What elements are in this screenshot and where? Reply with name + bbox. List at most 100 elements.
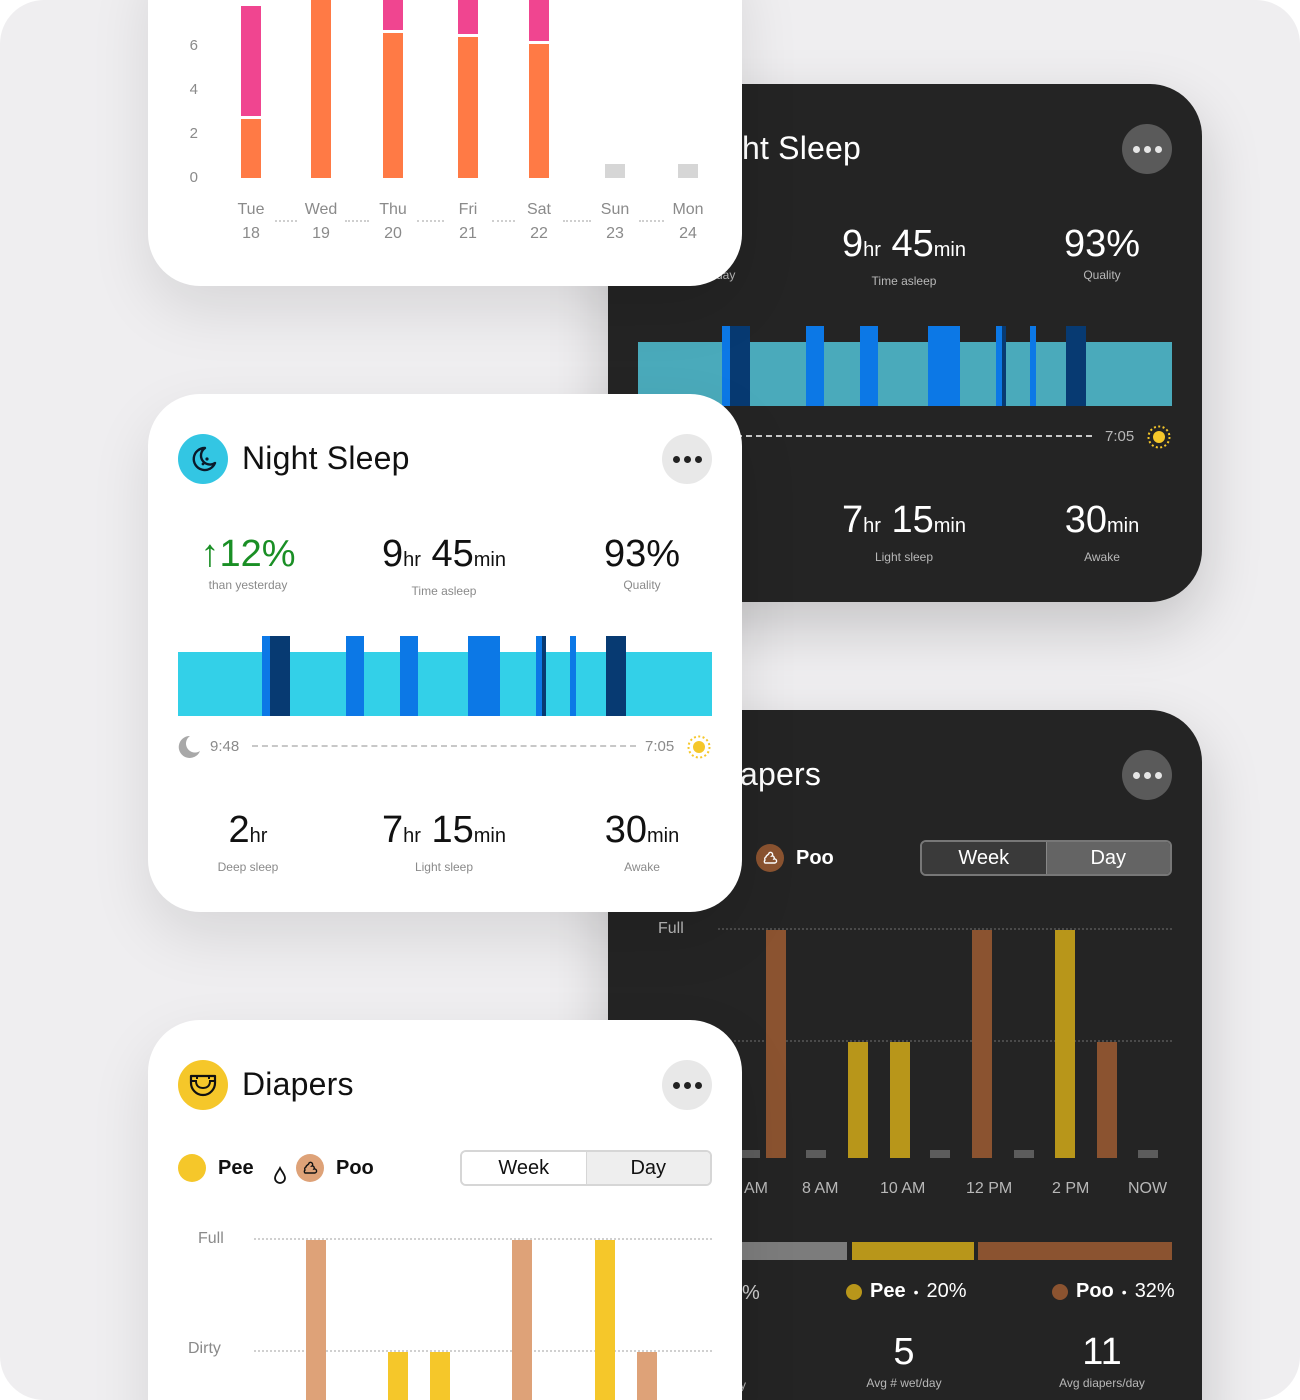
toggle-day[interactable]: Day bbox=[1045, 842, 1170, 874]
weekly-chart-card: 6 4 2 0 Tue 18 Wed 19 Thu 20 Fri 21 Sat 22 Sun 23 Mon 24 bbox=[148, 0, 742, 286]
bar-segment-pink bbox=[241, 5, 261, 116]
bar-segment-orange bbox=[383, 32, 403, 178]
x-axis-label: Thu 20 bbox=[379, 201, 407, 242]
bar-empty bbox=[740, 1150, 760, 1158]
bar-poo bbox=[637, 1352, 657, 1400]
bar-empty bbox=[806, 1150, 826, 1158]
timeline-dots bbox=[252, 745, 636, 747]
share-poo-label: Poo • 32% bbox=[1052, 1280, 1175, 1303]
weekly-bars bbox=[148, 0, 742, 286]
more-options-button[interactable] bbox=[662, 1060, 712, 1110]
bar-empty bbox=[605, 164, 625, 178]
wake-time: 7:05 bbox=[1105, 428, 1135, 445]
diaper-bars bbox=[148, 1020, 742, 1400]
night-sleep-card: Night Sleep ↑12% than yesterday 9hr 45mi… bbox=[148, 394, 742, 912]
x-axis-label: 2 PM bbox=[1052, 1180, 1090, 1197]
bar-segment-orange bbox=[458, 37, 478, 178]
sun-icon bbox=[686, 734, 712, 764]
diaper-icon bbox=[178, 1060, 228, 1110]
gridline-dirty bbox=[254, 1350, 712, 1352]
x-axis-separator bbox=[417, 220, 444, 222]
sleep-stage-rem bbox=[806, 326, 824, 406]
pee-dot bbox=[178, 1154, 206, 1182]
legend-poo: Poo bbox=[756, 844, 834, 872]
toggle-day[interactable]: Day bbox=[585, 1152, 710, 1184]
bar-segment-orange bbox=[241, 118, 261, 178]
pee-dot bbox=[846, 1283, 862, 1300]
sleep-stage-rem bbox=[722, 326, 730, 406]
bar-segment-pink bbox=[458, 0, 478, 35]
bar-poo bbox=[766, 930, 786, 1158]
y-tick-label: 6 bbox=[189, 37, 198, 54]
x-axis-separator bbox=[563, 220, 591, 222]
x-axis-separator bbox=[492, 220, 515, 222]
share-pee bbox=[852, 1242, 974, 1260]
poo-icon bbox=[756, 844, 784, 872]
bar-empty bbox=[1138, 1150, 1158, 1158]
x-axis-label: Mon 24 bbox=[672, 201, 704, 242]
bar-pee bbox=[890, 1042, 910, 1158]
more-options-button[interactable] bbox=[1122, 124, 1172, 174]
share-partial-label: % bbox=[742, 1282, 760, 1304]
toggle-week[interactable]: Week bbox=[922, 842, 1046, 874]
bar-poo bbox=[512, 1240, 532, 1400]
share-other bbox=[742, 1242, 847, 1260]
x-axis-separator bbox=[345, 220, 369, 222]
partial-y: y bbox=[740, 1378, 746, 1392]
sleep-stage-deep bbox=[542, 636, 546, 716]
card-title: Night Sleep bbox=[242, 440, 410, 476]
stat-light-sleep: 7hr 15min Light sleep bbox=[381, 809, 506, 874]
x-axis-label: Fri 21 bbox=[458, 201, 478, 242]
sun-icon bbox=[1146, 424, 1172, 454]
bedtime: 9:48 bbox=[210, 738, 240, 755]
stat-light-sleep: 7hr 15min Light sleep bbox=[841, 499, 966, 564]
light-sleep-band bbox=[638, 342, 1172, 406]
toggle-week[interactable]: Week bbox=[462, 1152, 586, 1184]
y-tick-label: 4 bbox=[189, 81, 198, 98]
sleep-stage-deep bbox=[730, 326, 750, 406]
diapers-card: Diapers Pee Poo Week Day Full Dirty bbox=[148, 1020, 742, 1400]
sleep-stage-deep bbox=[1002, 326, 1006, 406]
light-sleep-band bbox=[178, 652, 712, 716]
share-pee-label: Pee • 20% bbox=[846, 1280, 967, 1303]
range-toggle[interactable]: Week Day bbox=[460, 1150, 712, 1186]
bar-pee bbox=[430, 1352, 450, 1400]
y-tick-label: 0 bbox=[189, 169, 198, 186]
more-options-button[interactable] bbox=[1122, 750, 1172, 800]
x-axis-label: 8 AM bbox=[802, 1180, 839, 1197]
moon-small-icon bbox=[176, 734, 202, 764]
bar-poo bbox=[972, 930, 992, 1158]
sleep-stage-deep bbox=[606, 636, 626, 716]
x-axis-label: 10 AM bbox=[880, 1180, 926, 1197]
gridline-dirty bbox=[718, 1040, 1172, 1042]
bar-pee bbox=[595, 1240, 615, 1400]
legend-poo: Poo bbox=[296, 1154, 374, 1182]
sleep-stage-rem bbox=[346, 636, 364, 716]
sleep-stage-rem bbox=[468, 636, 500, 716]
x-axis-label: AM bbox=[744, 1180, 768, 1197]
gridline-full bbox=[718, 928, 1172, 930]
x-axis-label: 12 PM bbox=[966, 1180, 1013, 1197]
more-options-button[interactable] bbox=[662, 434, 712, 484]
droplet-icon bbox=[273, 1165, 287, 1189]
level-full-label: Full bbox=[658, 920, 684, 937]
sleep-stages-chart bbox=[178, 636, 712, 716]
bar-empty bbox=[678, 164, 698, 178]
stat-quality: 93% Quality bbox=[603, 533, 681, 592]
stat-awake: 30min Awake bbox=[604, 809, 680, 874]
bar-segment-orange bbox=[529, 43, 549, 178]
range-toggle[interactable]: Week Day bbox=[920, 840, 1172, 876]
sleep-stages-chart bbox=[638, 326, 1172, 406]
stat-quality: 93% Quality bbox=[1063, 223, 1141, 282]
stat-deep-sleep: 2hr Deep sleep bbox=[217, 809, 279, 874]
x-axis-label: Sun 23 bbox=[600, 201, 630, 242]
sleep-stage-rem bbox=[860, 326, 878, 406]
sleep-stage-rem bbox=[570, 636, 576, 716]
sleep-stage-deep bbox=[270, 636, 290, 716]
sleep-timeline: 7:05 bbox=[608, 424, 1202, 449]
card-title: Diapers bbox=[242, 1066, 354, 1102]
level-full-label: Full bbox=[198, 1230, 224, 1247]
bar-poo bbox=[306, 1240, 326, 1400]
bar-segment-pink bbox=[529, 0, 549, 41]
stat-change: ↑12% than yesterday bbox=[200, 533, 296, 592]
